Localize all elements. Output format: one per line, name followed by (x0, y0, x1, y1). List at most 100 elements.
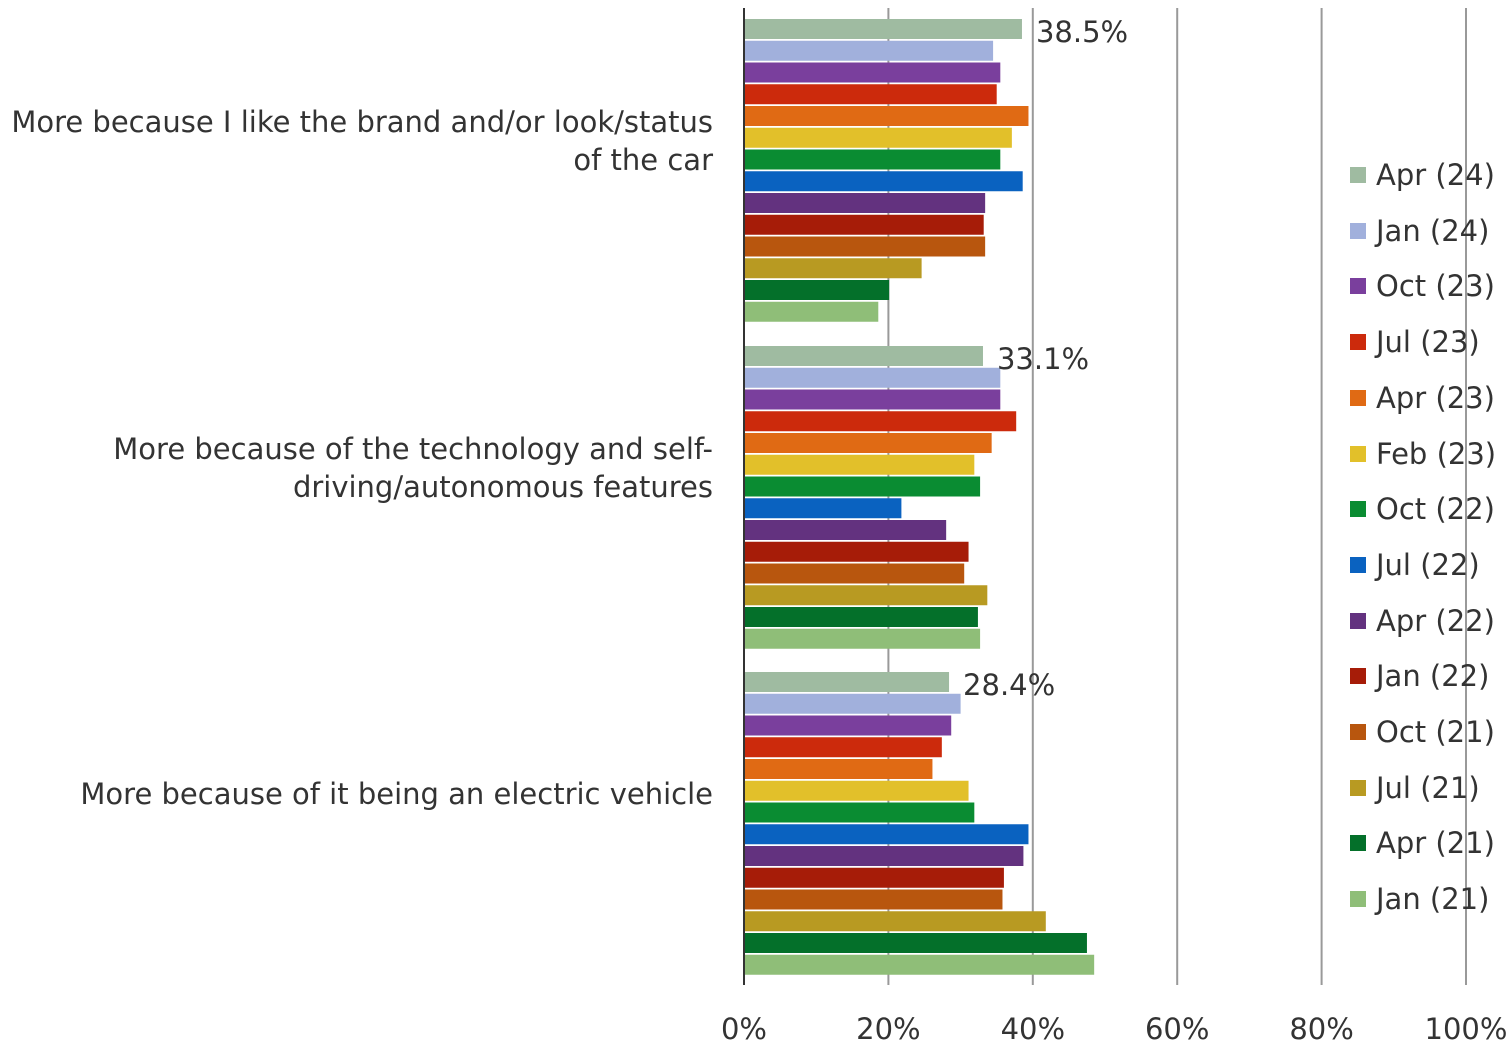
bar (745, 171, 1023, 192)
bar (745, 106, 1029, 126)
legend-item: Apr (22) (1350, 601, 1495, 641)
bar (745, 563, 965, 584)
data-label: 38.5% (1035, 15, 1129, 49)
bar (745, 672, 950, 692)
bar (745, 520, 947, 540)
bar (745, 301, 879, 322)
legend-label: Oct (22) (1376, 492, 1495, 527)
legend-label: Apr (21) (1376, 826, 1495, 861)
data-label: 33.1% (996, 342, 1090, 376)
legend-swatch (1350, 724, 1366, 740)
legend-item: Oct (21) (1350, 712, 1495, 752)
bar (745, 476, 981, 497)
legend-label: Apr (23) (1376, 380, 1495, 415)
legend-item: Apr (21) (1350, 823, 1495, 863)
legend-label: Oct (23) (1376, 269, 1495, 304)
bar (745, 954, 1095, 975)
bar (745, 454, 975, 475)
bar (745, 346, 983, 366)
bar (745, 258, 922, 279)
bar (745, 628, 981, 649)
legend-item: Jul (23) (1350, 322, 1480, 362)
bar (745, 585, 988, 606)
legend-item: Jan (24) (1350, 211, 1489, 251)
legend-label: Apr (24) (1376, 158, 1495, 192)
legend-swatch (1350, 389, 1366, 406)
bar (745, 911, 1046, 932)
bar (745, 889, 1003, 910)
x-tick-label: 60% (1144, 1012, 1210, 1046)
bars (745, 19, 1095, 975)
category-label: More because of it being an electric veh… (0, 775, 713, 813)
legend-item: Jan (21) (1350, 879, 1489, 919)
legend-swatch (1350, 556, 1366, 573)
legend-swatch (1350, 278, 1366, 295)
bar (745, 715, 952, 736)
bar (745, 214, 984, 235)
legend-item: Oct (22) (1350, 489, 1495, 529)
x-tick-label: 80% (1289, 1012, 1354, 1046)
x-tick-label: 40% (1000, 1012, 1066, 1046)
bar (745, 541, 969, 562)
legend-swatch (1350, 612, 1366, 629)
bar (745, 498, 902, 519)
bar (745, 780, 969, 801)
legend-swatch (1350, 891, 1366, 908)
category-label: More because I like the brand and/or loo… (0, 103, 713, 179)
bar (745, 19, 1022, 39)
legend-swatch (1350, 835, 1366, 852)
bar (745, 802, 975, 823)
legend-label: Jan (22) (1376, 659, 1490, 694)
legend-item: Apr (24) (1350, 155, 1495, 195)
bar (745, 824, 1029, 845)
bar (745, 40, 994, 61)
legend-swatch (1350, 779, 1366, 796)
bar (745, 367, 1001, 388)
legend-item: Feb (23) (1350, 434, 1496, 474)
legend-item: Jul (21) (1350, 768, 1480, 808)
category-label: More because of the technology and self-… (0, 430, 713, 506)
bar (745, 759, 933, 779)
bar (745, 433, 992, 453)
legend-label: Apr (22) (1376, 603, 1495, 638)
legend-item: Apr (23) (1350, 378, 1495, 418)
bar (745, 867, 1004, 888)
legend-swatch (1350, 445, 1366, 462)
data-label: 28.4% (963, 668, 1056, 702)
bar (745, 127, 1012, 148)
legend-label: Jan (21) (1376, 882, 1490, 917)
legend-item: Jan (22) (1350, 656, 1489, 696)
legend-label: Jul (21) (1376, 770, 1480, 805)
category-label-line: driving/autonomous features (292, 470, 713, 505)
legend-swatch (1350, 167, 1366, 183)
legend-label: Feb (23) (1376, 436, 1497, 471)
x-tick-label: 100% (1424, 1012, 1508, 1046)
legend-item: Jul (22) (1350, 545, 1480, 585)
legend-label: Jul (23) (1376, 325, 1480, 360)
category-label-line: More because of it being an electric veh… (80, 777, 713, 812)
bar (745, 193, 986, 213)
legend-swatch (1350, 222, 1366, 239)
legend-item: Oct (23) (1350, 266, 1495, 306)
legend-swatch (1350, 334, 1366, 351)
category-label-line: of the car (573, 143, 713, 178)
bar (745, 236, 986, 257)
legend-label: Jan (24) (1376, 213, 1490, 248)
category-label-line: More because I like the brand and/or loo… (11, 105, 713, 140)
x-tick-label: 20% (856, 1012, 921, 1046)
bar (745, 389, 1001, 410)
legend-label: Jul (22) (1376, 547, 1480, 582)
bar (745, 280, 890, 300)
legend-swatch (1350, 501, 1366, 518)
category-label-line: More because of the technology and self- (113, 432, 713, 467)
bar (745, 933, 1087, 953)
x-tick-label: 0% (720, 1012, 767, 1046)
bar (745, 62, 1001, 83)
bar (745, 84, 997, 105)
bar (745, 411, 1017, 432)
legend-swatch (1350, 668, 1366, 685)
legend-label: Oct (21) (1376, 715, 1495, 749)
bar (745, 607, 978, 627)
bar (745, 693, 961, 714)
